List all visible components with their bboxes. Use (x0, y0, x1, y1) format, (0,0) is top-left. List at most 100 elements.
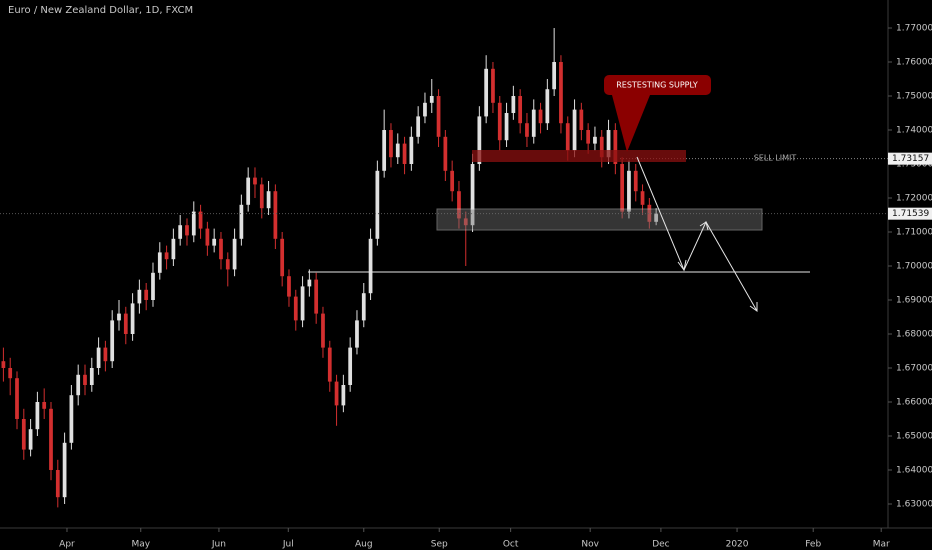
candle-body (375, 170, 380, 239)
candle-body (416, 116, 421, 137)
candle-body (225, 259, 230, 270)
candle-body (518, 96, 523, 124)
candle-body (89, 367, 94, 385)
candle-body (49, 408, 53, 470)
candle-body (559, 62, 563, 124)
candle-body (334, 381, 339, 406)
candle-body (198, 211, 203, 229)
candle-body (62, 442, 67, 498)
candle-body (76, 374, 81, 396)
y-tick-label: 1.76000 (896, 58, 932, 68)
x-tick-label: 2020 (726, 540, 749, 550)
chart-title: Euro / New Zealand Dollar, 1D, FXCM (8, 5, 193, 16)
y-tick-label: 1.63000 (896, 499, 932, 509)
price-label-box (888, 152, 932, 165)
candle-body (606, 130, 611, 158)
candle-body (484, 68, 489, 117)
candle-body (647, 204, 652, 222)
candle-body (280, 238, 285, 277)
candle-body (191, 211, 196, 236)
arrow-head (699, 221, 709, 231)
candle-body (633, 170, 638, 192)
candle-body (436, 96, 441, 137)
candle-body (409, 136, 414, 165)
candle-body (389, 130, 393, 158)
x-tick-label: Mar (873, 540, 890, 550)
candle-body (287, 276, 291, 297)
candle-body (579, 109, 584, 131)
candle-body (28, 429, 33, 450)
candle-body (463, 218, 468, 226)
y-tick-label: 1.74000 (896, 126, 932, 136)
candle-body (157, 252, 162, 273)
candle-body (640, 191, 645, 205)
candle-body (327, 347, 332, 382)
candle-body (565, 123, 570, 151)
candle-body (470, 164, 475, 226)
candle-body (171, 238, 176, 260)
price-label: 1.73157 (892, 154, 929, 164)
candle-body (239, 204, 244, 239)
candle-body (35, 401, 40, 430)
supply-zone (472, 150, 686, 162)
candle-body (368, 238, 373, 294)
candle-body (103, 347, 108, 362)
x-tick-label: Oct (503, 540, 519, 550)
candle-body (545, 89, 550, 124)
candle-body (212, 238, 217, 246)
candle-body (1, 361, 6, 368)
sell-limit-label: SELL LIMIT (754, 154, 797, 163)
candle-body (246, 177, 251, 205)
candle-body (511, 96, 516, 114)
candle-body (144, 289, 149, 300)
x-tick-label: Sep (431, 540, 448, 550)
x-tick-label: May (131, 540, 150, 550)
candle-body (110, 320, 115, 362)
candle-body (293, 296, 298, 321)
candle-body (599, 136, 604, 158)
candle-body (355, 320, 359, 348)
candle-body (232, 238, 237, 270)
candle-body (178, 225, 183, 239)
x-tick-label: Feb (805, 540, 821, 550)
candle-body (443, 136, 448, 171)
candle-body (504, 113, 509, 141)
candle-body (402, 143, 407, 165)
candle-body (613, 130, 618, 165)
candle-body (497, 102, 502, 141)
y-tick-label: 1.72000 (896, 194, 932, 204)
candle-body (96, 347, 101, 368)
y-tick-label: 1.69000 (896, 296, 932, 306)
candle-body (83, 374, 87, 385)
y-tick-label: 1.65000 (896, 431, 932, 441)
candle-body (266, 191, 271, 209)
arrow-head (677, 259, 687, 272)
candle-body (123, 313, 128, 334)
arrow-head (749, 302, 758, 312)
candle-body (185, 225, 189, 236)
candle-body (457, 191, 461, 219)
candle-body (552, 62, 557, 90)
candle-body (491, 68, 495, 103)
candle-body (314, 279, 319, 314)
candle-body (450, 170, 455, 192)
candle-body (531, 109, 536, 137)
candle-body (620, 164, 625, 212)
candle-body (572, 109, 577, 151)
y-tick-label: 1.77000 (896, 24, 932, 34)
candle-body (423, 102, 427, 117)
candle-body (525, 123, 529, 137)
x-tick-label: Jul (282, 540, 294, 550)
candle-body (205, 228, 210, 246)
demand-zone (436, 208, 763, 231)
callout-text: RESTESTING SUPPLY (616, 81, 698, 90)
candle-body (117, 313, 121, 321)
candle-body (429, 96, 434, 103)
projection-path (636, 156, 758, 312)
candle-body (151, 272, 155, 300)
candle-body (253, 177, 257, 185)
candle-body (654, 213, 659, 222)
callout-pointer (612, 95, 650, 152)
